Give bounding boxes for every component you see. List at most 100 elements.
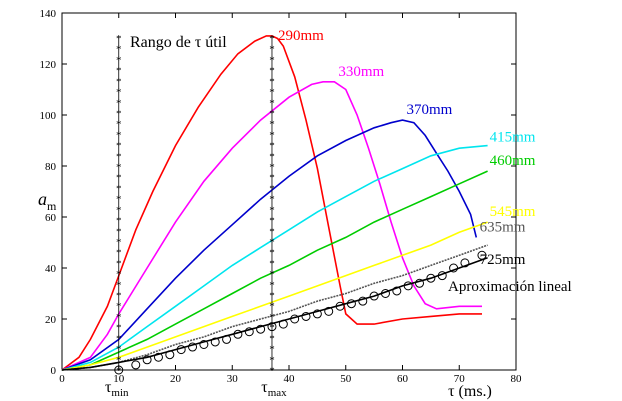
y-tick-label: 80 [45, 161, 57, 173]
tau-min-sub: min [111, 387, 129, 399]
star-marker: * [116, 311, 122, 323]
star-marker: * [116, 140, 122, 152]
linear-approx-point [267, 322, 277, 332]
star-marker: * [116, 365, 122, 377]
star-marker: * [116, 258, 122, 270]
linear-approx-point [449, 263, 459, 273]
linear-approx-point [358, 296, 368, 306]
star-marker: * [116, 333, 122, 345]
tau-min-main: τ [105, 379, 112, 396]
star-marker: * [116, 236, 122, 248]
star-marker: * [116, 172, 122, 184]
linear-approx-point [290, 314, 300, 324]
linear-approx-point [335, 301, 345, 311]
star-marker: * [269, 119, 275, 131]
star-marker: * [116, 322, 122, 334]
star-marker: * [116, 279, 122, 291]
star-marker: * [116, 129, 122, 141]
series-line-635mm [61, 244, 488, 371]
linear-approx-point [244, 327, 254, 337]
star-marker: * [116, 33, 122, 45]
x-tick-label: 40 [284, 373, 296, 385]
star-marker: * [116, 65, 122, 77]
linear-approx-point [233, 329, 243, 339]
star-marker: * [116, 301, 122, 313]
star-marker: * [116, 54, 122, 66]
series-line-460mm [61, 170, 488, 371]
series-label-330mm: 330mm [338, 64, 384, 80]
linear-approx-point [369, 291, 379, 301]
series-label-415mm: 415mm [490, 130, 536, 146]
star-marker: * [269, 194, 275, 206]
star-marker: * [116, 290, 122, 302]
star-marker: * [116, 194, 122, 206]
series-line-725mm [61, 257, 488, 371]
linear-approx-point [312, 309, 322, 319]
x-tick-label: 60 [397, 373, 409, 385]
linear-approx-point [324, 306, 334, 316]
star-marker: * [116, 204, 122, 216]
star-marker: * [116, 354, 122, 366]
series-label-460mm: 460mm [490, 153, 536, 169]
linear-approx-point [131, 360, 141, 370]
linear-approx-point [415, 278, 425, 288]
star-marker: * [269, 354, 275, 366]
linear-approx-markers [114, 250, 487, 375]
star-marker: * [269, 129, 275, 141]
star-marker: * [269, 247, 275, 259]
linear-approx-point [278, 319, 288, 329]
tau-range-lines: ****************************************… [116, 33, 275, 377]
linear-approx-point [301, 311, 311, 321]
x-tick-label: 0 [59, 373, 65, 385]
star-marker: * [116, 162, 122, 174]
star-marker: * [269, 322, 275, 334]
linear-approx-point [176, 345, 186, 355]
tau-max-label: τmax [261, 379, 287, 399]
star-marker: * [116, 151, 122, 163]
star-marker: * [269, 44, 275, 56]
star-marker: * [116, 247, 122, 259]
x-tick-label: 70 [454, 373, 466, 385]
star-marker: * [116, 119, 122, 131]
linear-approx-point [256, 324, 266, 334]
linear-approx-point [222, 334, 232, 344]
star-marker: * [269, 365, 275, 377]
linear-approx-point [437, 271, 447, 281]
star-marker: * [116, 97, 122, 109]
linear-approx-point [114, 365, 124, 375]
linear-approx-point [426, 273, 436, 283]
star-marker: * [116, 215, 122, 227]
series-label-545mm: 545mm [490, 204, 536, 220]
series-line-415mm [61, 144, 488, 371]
tau-min-label: τmin [105, 379, 129, 399]
range-label: Rango de τ útil [130, 34, 227, 51]
axis-ticks: 0 10 20 30 40 50 60 70 80 0 20 40 60 80 100 120 140 [40, 8, 523, 385]
linear-approx-point [188, 342, 198, 352]
linear-approx-point [403, 281, 413, 291]
star-marker: * [269, 151, 275, 163]
star-marker: * [269, 215, 275, 227]
star-marker: * [116, 269, 122, 281]
star-marker: * [269, 183, 275, 195]
linear-approx-point [460, 258, 470, 268]
star-marker: * [116, 226, 122, 238]
star-marker: * [269, 204, 275, 216]
star-marker: * [269, 301, 275, 313]
linear-approx-point [165, 350, 175, 360]
y-tick-label: 40 [45, 263, 57, 275]
star-marker: * [269, 311, 275, 323]
series-line-545mm [61, 221, 488, 371]
series-line-330mm [61, 81, 482, 371]
plot-frame [61, 12, 517, 371]
star-marker: * [269, 344, 275, 356]
linear-approx-point [210, 337, 220, 347]
y-tick-label: 60 [45, 212, 57, 224]
series-line-370mm [61, 119, 478, 371]
linear-approx-point [392, 286, 402, 296]
series-label-290mm: 290mm [278, 28, 324, 44]
y-tick-label: 100 [40, 110, 57, 122]
star-marker: * [116, 183, 122, 195]
